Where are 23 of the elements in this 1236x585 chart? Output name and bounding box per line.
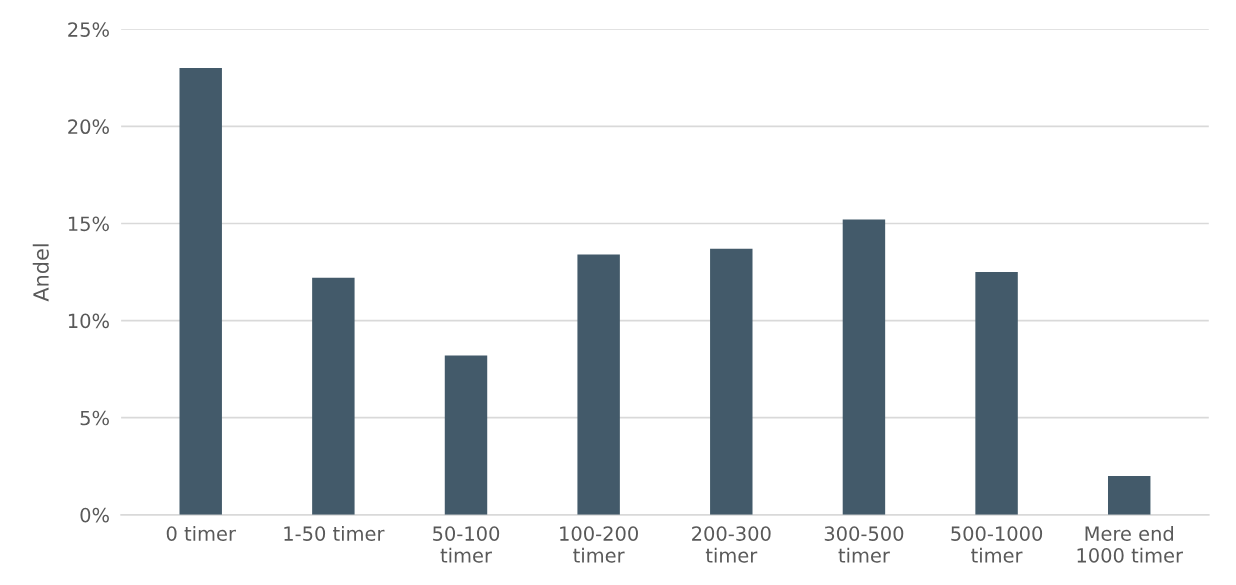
y-tick-label: 25% (68, 22, 109, 37)
bar (975, 272, 1018, 515)
bar (577, 254, 620, 515)
x-tick-label: Mere end 1000 timer (1077, 525, 1184, 563)
bar (444, 355, 488, 515)
bar (312, 277, 355, 515)
y-tick-label: 10% (68, 313, 109, 329)
x-tick-label: 300-500 timer (824, 526, 904, 563)
y-axis-title: Andel (32, 244, 49, 302)
bar (179, 68, 222, 515)
x-tick-label: 500-1000 timer (951, 526, 1043, 563)
x-tick-label: 1-50 timer (284, 525, 385, 541)
bar (710, 248, 753, 515)
y-tick-label: 20% (68, 119, 109, 135)
bar (1108, 475, 1151, 515)
y-tick-label: 15% (68, 216, 109, 232)
x-tick-label: 0 timer (166, 525, 236, 541)
x-tick-label: 50-100 timer (433, 526, 500, 563)
bar (842, 219, 886, 515)
y-tick-label: 0% (80, 507, 109, 523)
y-tick-label: 5% (80, 410, 109, 426)
x-tick-label: 100-200 timer (560, 526, 638, 563)
x-tick-label: 200-300 timer (692, 526, 771, 563)
